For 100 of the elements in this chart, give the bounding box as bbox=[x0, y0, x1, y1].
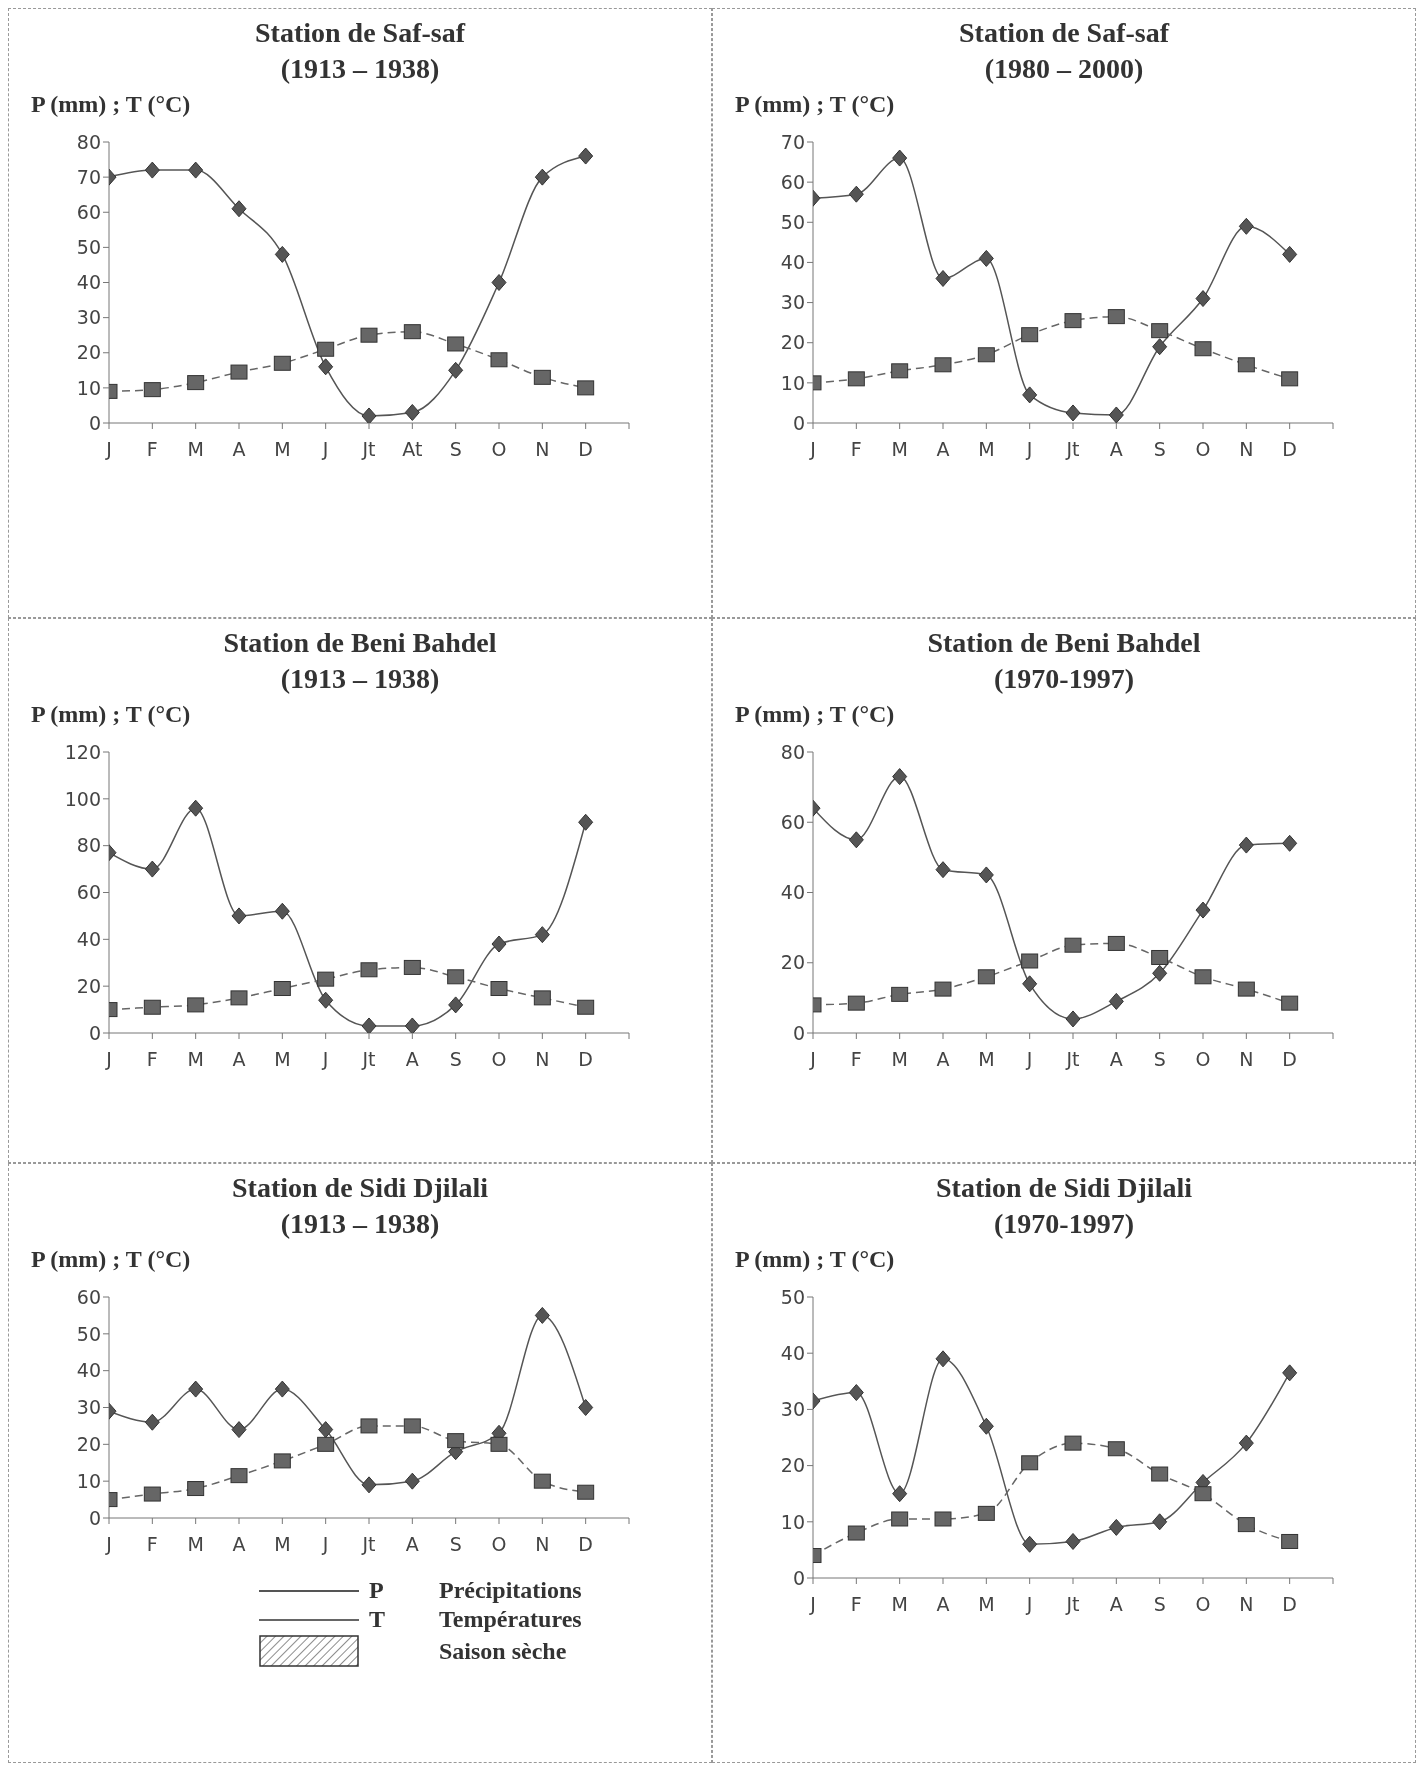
y-axis-title: P (mm) ; T (°C) bbox=[31, 91, 192, 118]
point bbox=[361, 1476, 377, 1494]
point bbox=[317, 341, 335, 357]
point bbox=[1065, 404, 1081, 422]
point bbox=[1107, 935, 1125, 951]
point bbox=[361, 407, 377, 423]
point bbox=[490, 1436, 508, 1452]
point bbox=[848, 831, 864, 849]
point bbox=[1107, 309, 1125, 325]
x-tick-label: D bbox=[1282, 1048, 1297, 1071]
y-tick-label: 60 bbox=[76, 1285, 101, 1308]
point bbox=[404, 1472, 420, 1490]
point bbox=[577, 1484, 595, 1500]
point bbox=[847, 995, 865, 1011]
y-tick-label: 30 bbox=[780, 1398, 805, 1421]
legend-label: P bbox=[369, 1577, 385, 1604]
x-tick-label: At bbox=[402, 438, 423, 461]
x-tick-label: N bbox=[535, 1048, 550, 1071]
x-tick-label: A bbox=[232, 1048, 246, 1071]
y-tick-label: 10 bbox=[780, 1510, 805, 1533]
chart-subtitle: (1913 – 1938) bbox=[279, 1207, 441, 1241]
point bbox=[578, 813, 594, 831]
y-tick-label: 60 bbox=[780, 170, 805, 193]
x-tick-label: M bbox=[978, 438, 995, 461]
point bbox=[230, 990, 248, 1006]
point bbox=[360, 962, 378, 978]
point bbox=[1108, 406, 1124, 423]
point bbox=[577, 999, 595, 1015]
x-tick-label: O bbox=[1195, 1048, 1211, 1071]
y-tick-label: 120 bbox=[64, 740, 101, 763]
point bbox=[1021, 327, 1039, 343]
x-tick-label: S bbox=[449, 1533, 462, 1556]
point bbox=[533, 369, 551, 385]
point bbox=[847, 1525, 865, 1541]
point bbox=[144, 1413, 160, 1431]
x-tick-label: A bbox=[936, 438, 950, 461]
point bbox=[274, 1380, 290, 1398]
point bbox=[360, 1418, 378, 1434]
x-tick-label: Jt bbox=[361, 1048, 376, 1071]
point bbox=[578, 1399, 594, 1416]
point bbox=[1151, 1466, 1169, 1482]
point bbox=[231, 907, 247, 925]
point bbox=[187, 1481, 205, 1497]
point bbox=[1237, 1517, 1255, 1533]
point bbox=[977, 969, 995, 985]
point bbox=[1238, 217, 1254, 235]
point bbox=[447, 969, 465, 985]
point bbox=[143, 382, 161, 398]
x-tick-label: F bbox=[850, 1593, 862, 1616]
x-tick-label: S bbox=[449, 1048, 462, 1071]
chart-title: Station de Saf-saf bbox=[958, 16, 1171, 50]
x-tick-label: A bbox=[405, 1533, 419, 1556]
point bbox=[187, 375, 205, 391]
point bbox=[1108, 1518, 1124, 1536]
point bbox=[848, 1384, 864, 1402]
x-tick-label: J bbox=[105, 1533, 112, 1556]
x-tick-label: Jt bbox=[1065, 1048, 1080, 1071]
y-tick-label: 50 bbox=[780, 1285, 805, 1308]
x-tick-label: J bbox=[809, 1593, 816, 1616]
legend-label: T bbox=[369, 1606, 386, 1633]
x-tick-label: Jt bbox=[361, 438, 376, 461]
point bbox=[1238, 836, 1254, 854]
x-tick-label: A bbox=[1109, 1048, 1123, 1071]
point bbox=[1022, 1535, 1038, 1553]
y-tick-label: 40 bbox=[780, 1341, 805, 1364]
y-tick-label: 60 bbox=[780, 810, 805, 833]
y-tick-label: 0 bbox=[88, 411, 101, 434]
y-tick-label: 70 bbox=[780, 130, 805, 153]
point bbox=[318, 991, 334, 1009]
point bbox=[188, 1380, 204, 1398]
point bbox=[891, 1511, 909, 1527]
point bbox=[318, 358, 334, 376]
point bbox=[978, 866, 994, 884]
x-tick-label: N bbox=[1239, 1048, 1254, 1071]
x-tick-label: M bbox=[978, 1593, 995, 1616]
x-tick-label: N bbox=[1239, 1593, 1254, 1616]
x-tick-label: D bbox=[578, 1048, 593, 1071]
x-tick-label: D bbox=[578, 1533, 593, 1556]
point bbox=[404, 403, 420, 421]
y-tick-label: 10 bbox=[76, 1469, 101, 1492]
point bbox=[403, 959, 421, 975]
chart-subtitle: (1970-1997) bbox=[993, 662, 1135, 696]
chart-title: Station de Saf-saf bbox=[254, 16, 467, 50]
y-axis-title: P (mm) ; T (°C) bbox=[31, 1246, 192, 1273]
y-tick-label: 20 bbox=[780, 951, 805, 974]
x-tick-label: F bbox=[146, 1048, 158, 1071]
point bbox=[448, 361, 464, 379]
x-tick-label: A bbox=[405, 1048, 419, 1071]
y-axis-title: P (mm) ; T (°C) bbox=[735, 1246, 896, 1273]
point bbox=[1022, 386, 1038, 404]
point bbox=[1281, 995, 1299, 1011]
y-tick-label: 30 bbox=[76, 1396, 101, 1419]
x-tick-label: A bbox=[936, 1593, 950, 1616]
chart-title: Station de Sidi Djilali bbox=[231, 1171, 489, 1205]
x-tick-label: M bbox=[274, 1533, 291, 1556]
x-tick-label: A bbox=[1109, 1593, 1123, 1616]
point bbox=[1281, 1533, 1299, 1549]
point bbox=[230, 1468, 248, 1484]
x-tick-label: J bbox=[321, 1533, 329, 1556]
x-tick-label: S bbox=[1153, 1048, 1166, 1071]
